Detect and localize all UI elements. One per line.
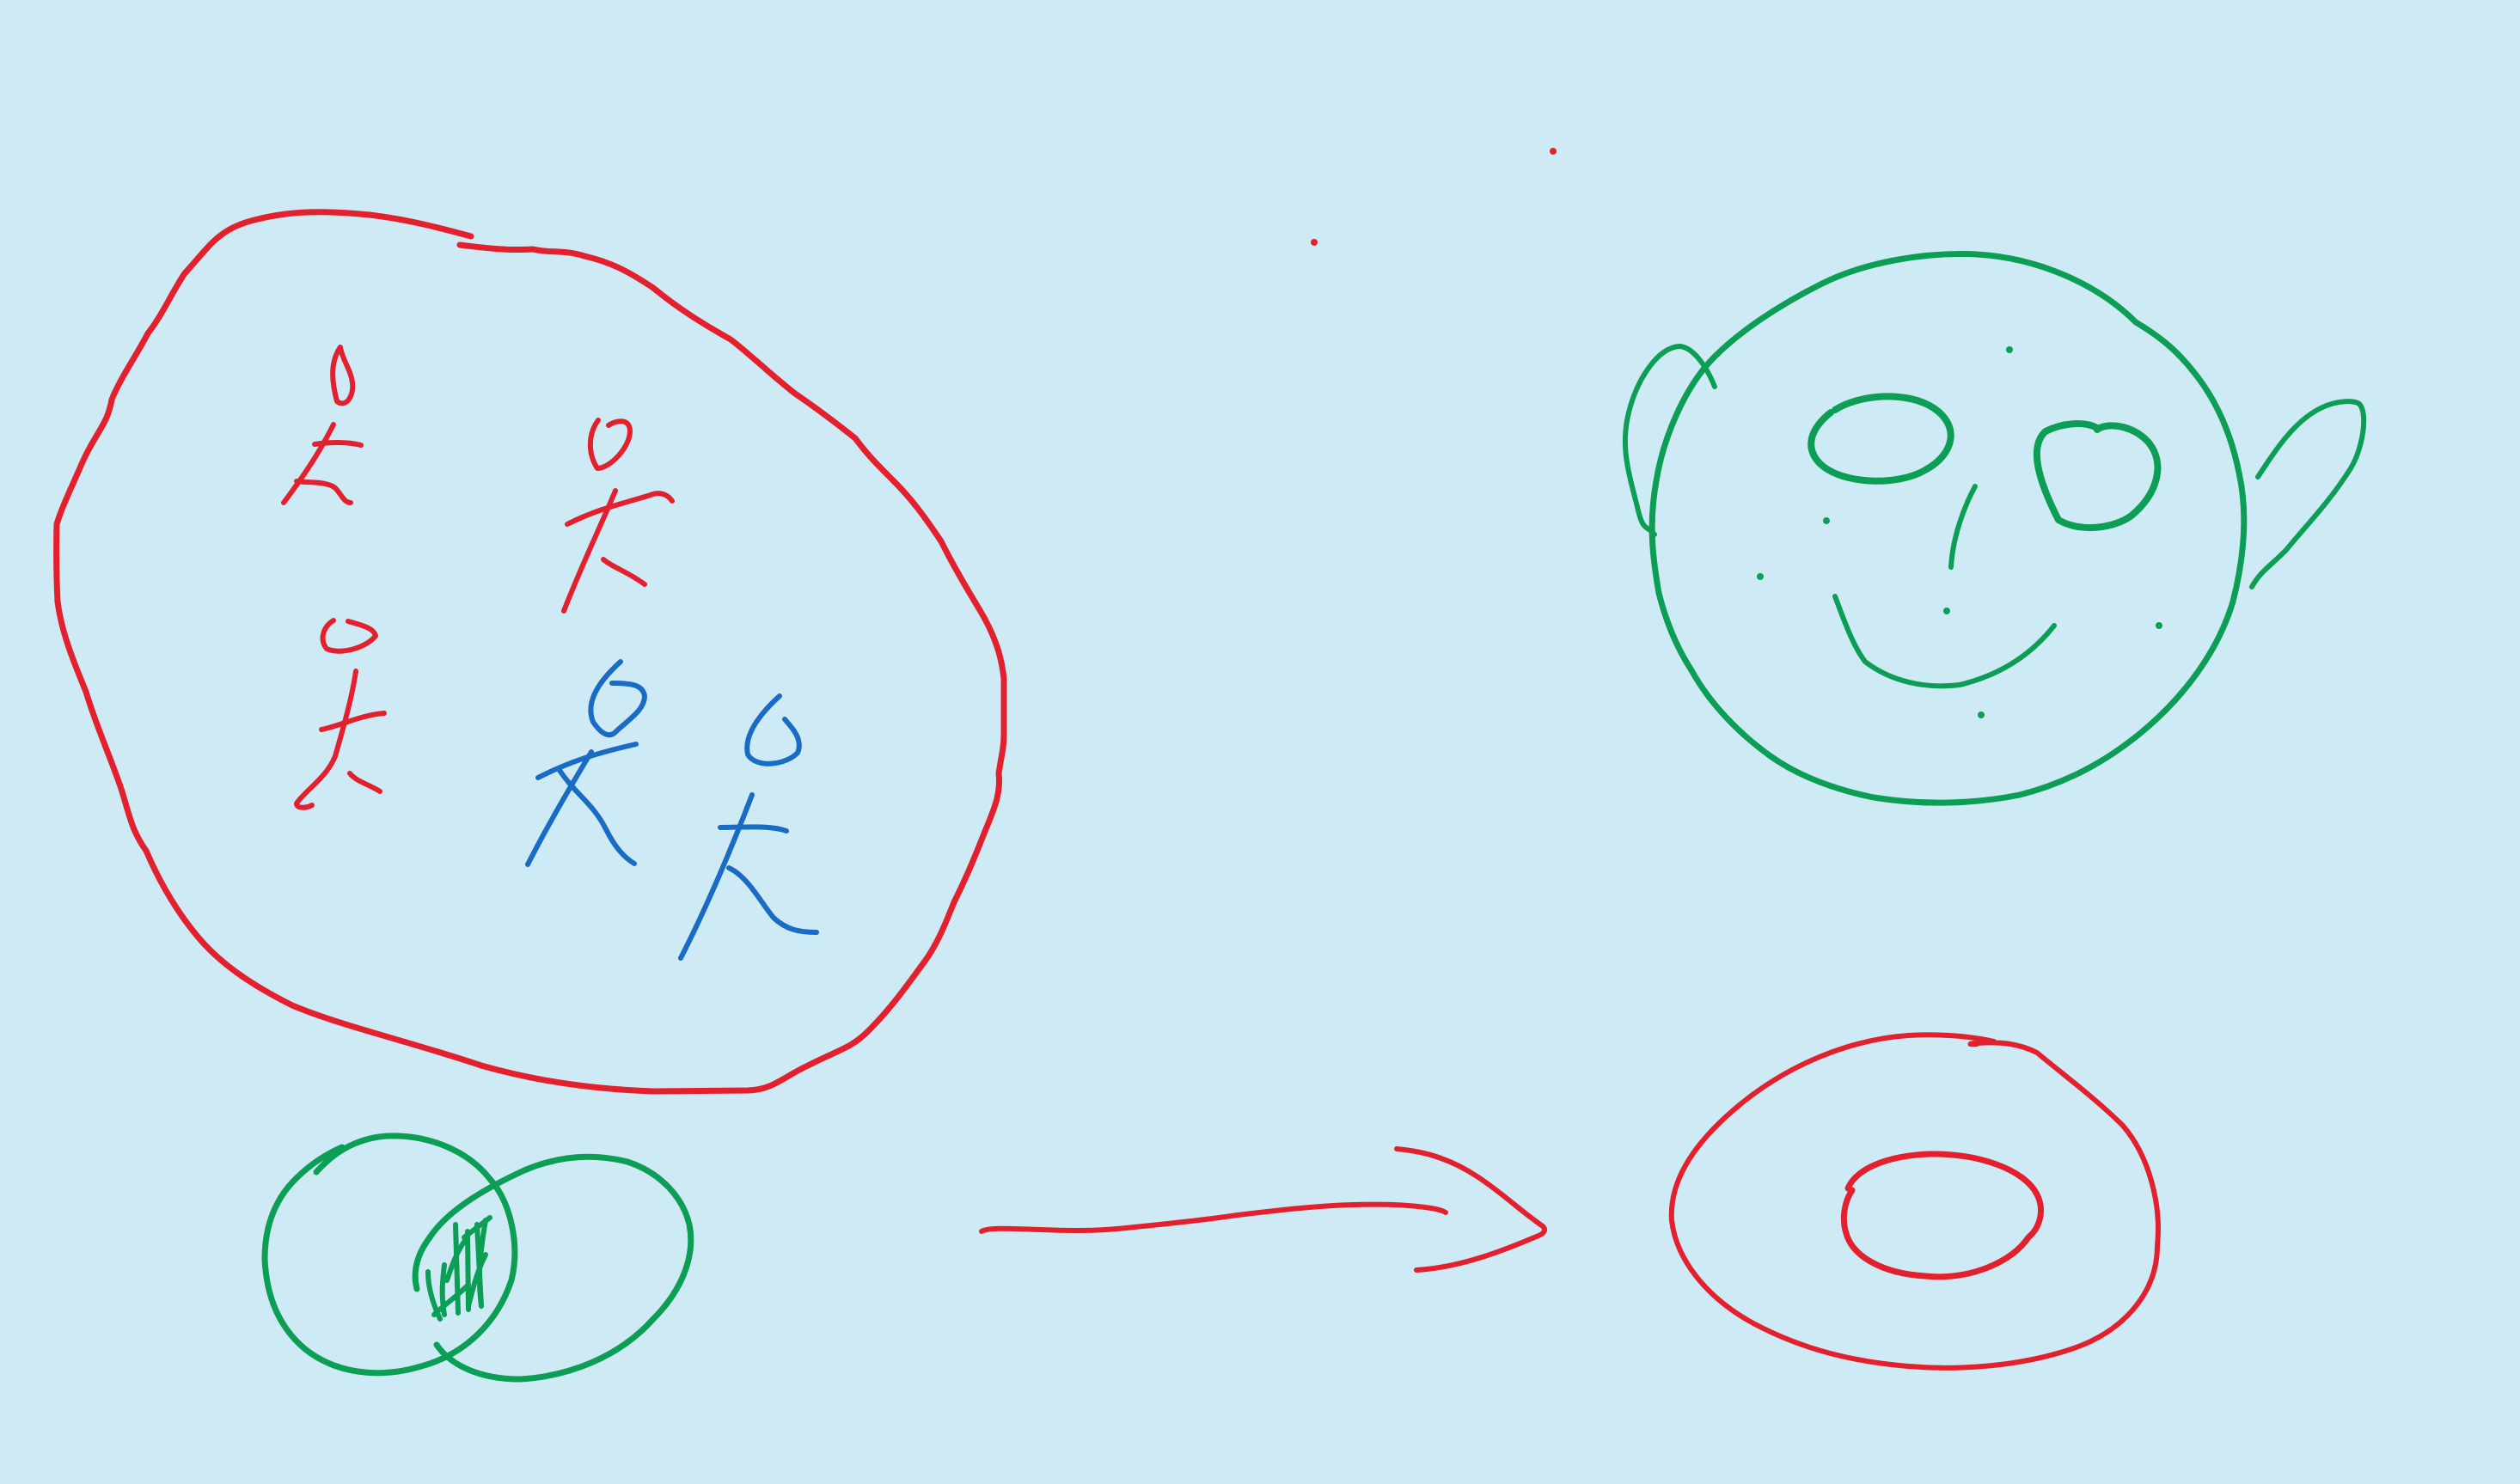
- stray-dots: [1311, 148, 1557, 246]
- nose: [1948, 484, 1978, 570]
- face-outline: [1648, 251, 2248, 806]
- stick-figure-red-2: [561, 418, 675, 614]
- ring-outer: [1668, 1032, 2161, 1371]
- set-boundary-blob: [53, 209, 1007, 1095]
- stick-figure-red-3: [294, 618, 387, 810]
- venn-intersection-hatching: [425, 1215, 492, 1322]
- ear-left: [1622, 344, 1717, 537]
- face: [1622, 251, 2367, 806]
- stick-figure-blue-1: [525, 659, 647, 867]
- eye-right: [2033, 420, 2162, 532]
- ring-donut: [1668, 1032, 2161, 1371]
- venn-diagram: [261, 1133, 694, 1383]
- stick-figure-blue-2: [678, 693, 819, 961]
- face-freckles: [1757, 346, 2162, 718]
- arrow: [979, 1146, 1548, 1273]
- mouth: [1832, 594, 2057, 689]
- venn-circle-right: [412, 1153, 694, 1383]
- arrow-head: [1394, 1146, 1548, 1273]
- venn-circle-left: [261, 1133, 518, 1377]
- ring-inner: [1840, 1151, 2044, 1280]
- stick-figure-red-1: [281, 345, 364, 505]
- ear-right: [2249, 399, 2367, 589]
- eye-left: [1807, 393, 1954, 485]
- arrow-shaft: [979, 1201, 1448, 1234]
